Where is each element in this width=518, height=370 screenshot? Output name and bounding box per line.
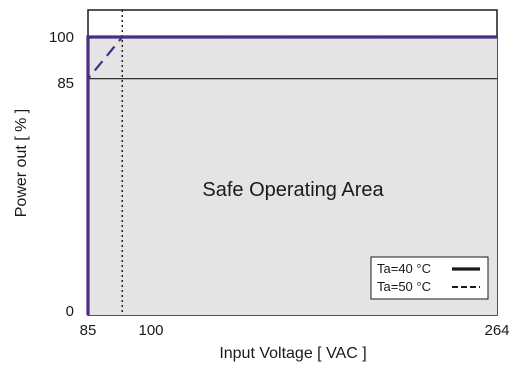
region-label: Safe Operating Area bbox=[202, 179, 384, 201]
x-tick-label-264: 264 bbox=[484, 322, 509, 339]
legend: Ta=40 °C Ta=50 °C bbox=[370, 256, 489, 300]
series-ta50-line bbox=[86, 35, 497, 315]
y-tick-label-85: 85 bbox=[57, 75, 74, 92]
legend-box bbox=[370, 256, 489, 300]
x-axis-label: Input Voltage [ VAC ] bbox=[219, 345, 366, 362]
series-ta40-line bbox=[86, 35, 497, 315]
y-axis-label: Power out [ % ] bbox=[13, 109, 30, 218]
x-tick-label-100: 100 bbox=[138, 322, 163, 339]
y-tick-label-0: 0 bbox=[66, 303, 74, 320]
x-tick-label-85: 85 bbox=[80, 322, 97, 339]
legend-label-ta40: Ta=40 °C bbox=[377, 261, 431, 276]
y-tick-label-100: 100 bbox=[49, 29, 74, 46]
legend-label-ta50: Ta=50 °C bbox=[377, 279, 431, 294]
